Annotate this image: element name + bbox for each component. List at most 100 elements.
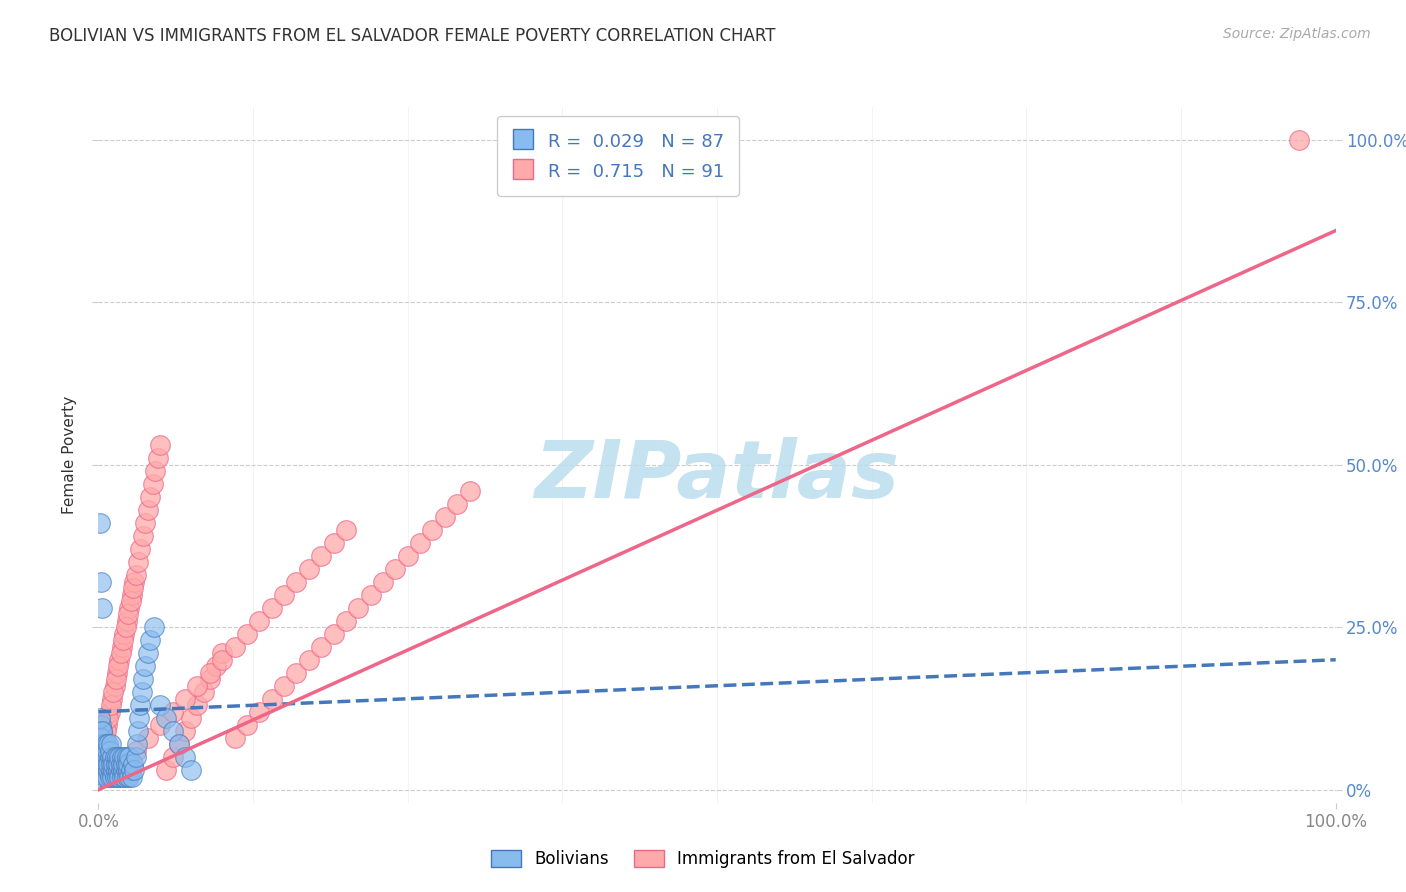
Point [89, 711, 111, 725]
Point [180, 764, 202, 778]
Point [117, 756, 139, 771]
Point [285, 574, 308, 589]
Point [322, 626, 344, 640]
Point [142, 477, 165, 491]
Point [112, 764, 135, 778]
Point [211, 646, 233, 660]
Point [91, 744, 114, 758]
Point [94, 724, 117, 739]
Point [129, 698, 152, 713]
Point [112, 756, 135, 771]
Point [167, 737, 190, 751]
Point [93, 737, 115, 751]
Point [104, 764, 127, 778]
Point [136, 646, 159, 660]
Point [100, 698, 122, 713]
Point [89, 756, 111, 771]
Point [115, 614, 138, 628]
Point [103, 679, 125, 693]
Point [335, 614, 357, 628]
Point [139, 490, 162, 504]
Point [93, 737, 115, 751]
Point [96, 744, 118, 758]
Point [124, 764, 146, 778]
Point [118, 600, 141, 615]
Point [114, 756, 136, 771]
Point [89, 731, 111, 745]
Text: Source: ZipAtlas.com: Source: ZipAtlas.com [1223, 27, 1371, 41]
Point [118, 770, 141, 784]
Point [110, 646, 132, 660]
Point [396, 549, 419, 563]
Point [103, 770, 125, 784]
Point [105, 750, 128, 764]
Point [384, 562, 406, 576]
Text: ZIPatlas: ZIPatlas [534, 437, 900, 515]
Point [107, 764, 129, 778]
Point [114, 620, 136, 634]
Point [198, 672, 221, 686]
Text: BOLIVIAN VS IMMIGRANTS FROM EL SALVADOR FEMALE POVERTY CORRELATION CHART: BOLIVIAN VS IMMIGRANTS FROM EL SALVADOR … [49, 27, 776, 45]
Point [211, 653, 233, 667]
Point [143, 464, 166, 478]
Point [134, 516, 156, 531]
Point [104, 756, 127, 771]
Point [162, 750, 184, 764]
Point [309, 549, 332, 563]
Point [90, 744, 112, 758]
Point [139, 633, 162, 648]
Point [174, 724, 197, 739]
Point [121, 588, 143, 602]
Point [96, 770, 118, 784]
Point [129, 542, 152, 557]
Point [155, 711, 177, 725]
Point [285, 665, 308, 680]
Point [146, 451, 169, 466]
Point [108, 653, 131, 667]
Point [105, 770, 128, 784]
Point [120, 594, 142, 608]
Point [458, 483, 481, 498]
Point [94, 756, 117, 771]
Point [107, 756, 129, 771]
Point [112, 770, 135, 784]
Point [124, 750, 146, 764]
Point [103, 750, 125, 764]
Point [409, 535, 432, 549]
Point [114, 764, 136, 778]
Point [94, 764, 117, 778]
Point [117, 607, 139, 622]
Point [100, 764, 122, 778]
Point [273, 679, 295, 693]
Legend: R =  0.029   N = 87, R =  0.715   N = 91: R = 0.029 N = 87, R = 0.715 N = 91 [498, 116, 738, 195]
Point [118, 750, 141, 764]
Point [360, 588, 382, 602]
Point [132, 529, 155, 543]
Point [162, 705, 184, 719]
Point [198, 665, 221, 680]
Point [136, 731, 159, 745]
Point [110, 756, 132, 771]
Point [103, 764, 125, 778]
Point [124, 574, 146, 589]
Point [97, 711, 120, 725]
Point [90, 574, 112, 589]
Point [110, 764, 132, 778]
Point [121, 770, 143, 784]
Point [108, 750, 131, 764]
Point [89, 516, 111, 531]
Point [98, 770, 121, 784]
Point [298, 653, 321, 667]
Point [174, 691, 197, 706]
Point [98, 750, 121, 764]
Point [128, 711, 150, 725]
Point [134, 659, 156, 673]
Point [347, 600, 370, 615]
Point [273, 588, 295, 602]
Point [96, 718, 118, 732]
Point [112, 750, 135, 764]
Point [91, 744, 114, 758]
Point [124, 568, 146, 582]
Point [127, 555, 149, 569]
Point [149, 718, 172, 732]
